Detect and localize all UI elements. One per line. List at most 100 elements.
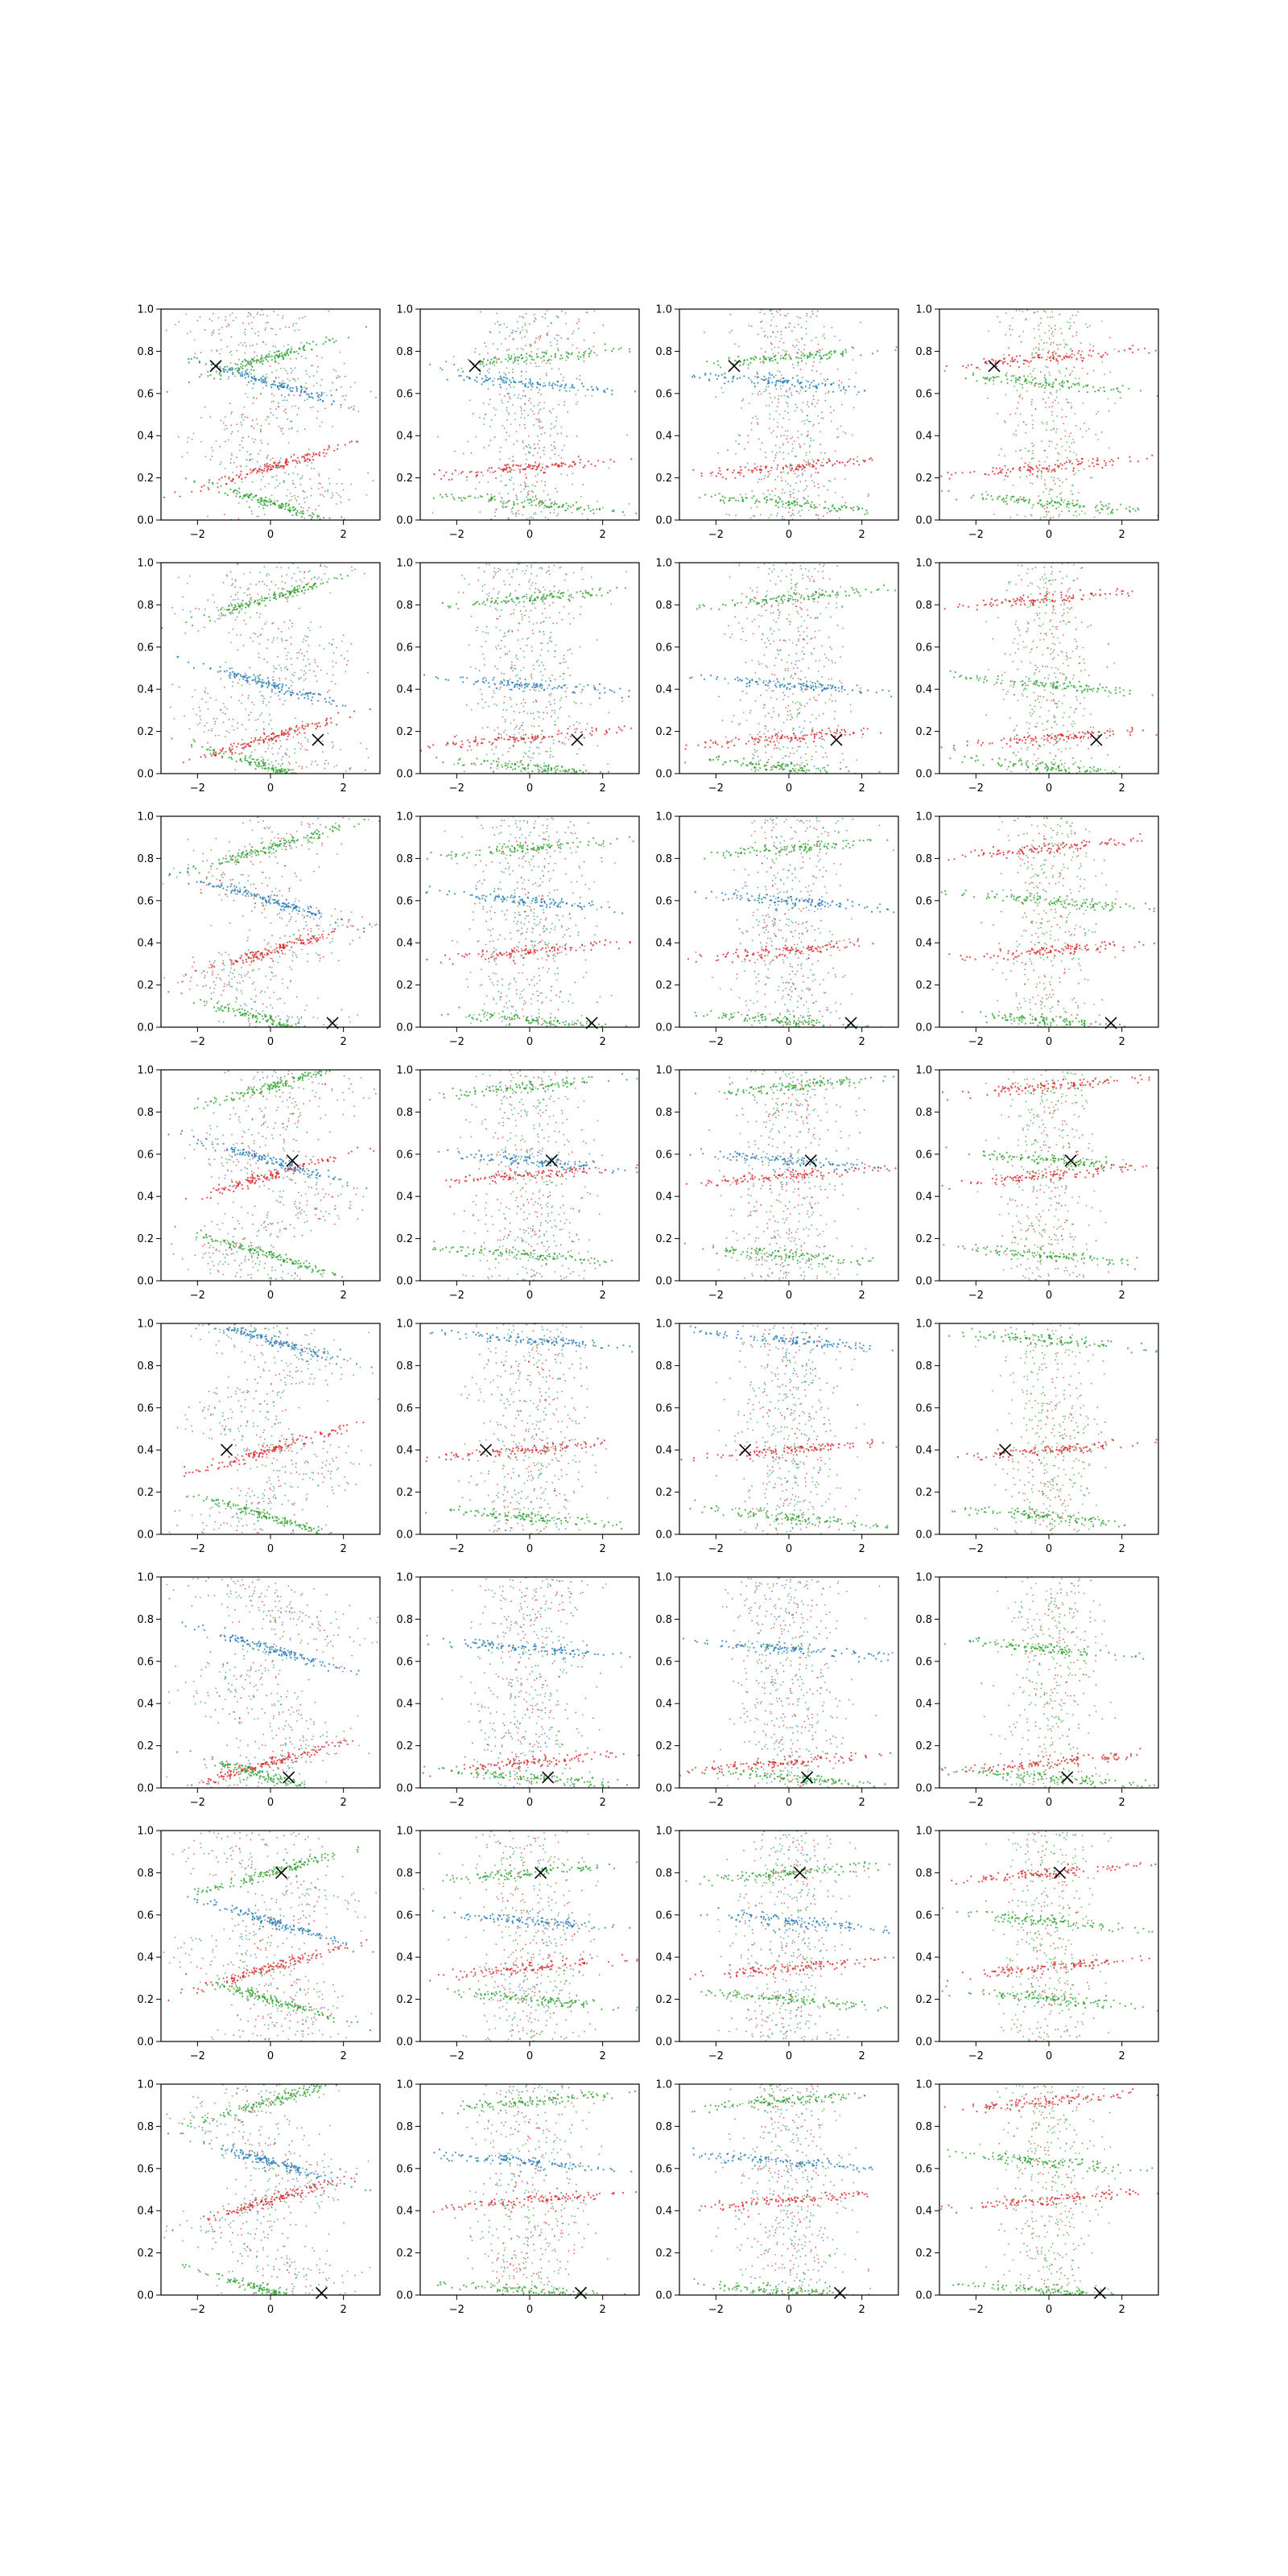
data-point bbox=[543, 407, 545, 409]
data-point bbox=[317, 411, 319, 412]
data-point bbox=[509, 357, 511, 361]
data-point bbox=[292, 736, 295, 738]
data-point bbox=[1069, 318, 1071, 320]
data-point bbox=[757, 465, 759, 468]
data-point bbox=[774, 504, 778, 507]
data-point bbox=[1055, 391, 1058, 393]
data-point bbox=[1032, 423, 1034, 426]
data-point bbox=[295, 486, 296, 489]
data-point bbox=[225, 424, 227, 427]
data-point bbox=[277, 462, 279, 464]
data-point bbox=[279, 506, 281, 510]
data-point bbox=[237, 430, 239, 432]
data-point bbox=[894, 349, 897, 351]
data-point bbox=[262, 375, 264, 378]
data-point bbox=[253, 441, 255, 444]
data-point bbox=[521, 502, 523, 504]
data-point bbox=[270, 468, 273, 471]
data-point bbox=[261, 679, 264, 681]
data-point bbox=[283, 731, 285, 734]
y-tick-label: 1.0 bbox=[655, 304, 672, 316]
data-point bbox=[282, 356, 285, 358]
data-point bbox=[264, 623, 266, 625]
data-point bbox=[236, 673, 238, 675]
data-point bbox=[1068, 387, 1071, 390]
data-point bbox=[225, 482, 227, 485]
data-point bbox=[1031, 507, 1034, 509]
data-point bbox=[751, 393, 753, 395]
data-point bbox=[572, 330, 575, 332]
data-point bbox=[242, 644, 245, 646]
data-point bbox=[319, 776, 320, 778]
data-point bbox=[1082, 386, 1084, 388]
data-point bbox=[335, 503, 337, 505]
data-point bbox=[795, 345, 798, 347]
data-point bbox=[237, 344, 240, 346]
data-point bbox=[301, 475, 303, 477]
data-point bbox=[1056, 444, 1058, 446]
data-point bbox=[765, 388, 767, 390]
data-point bbox=[274, 686, 276, 689]
data-point bbox=[231, 753, 233, 756]
data-point bbox=[192, 708, 195, 710]
data-point bbox=[539, 378, 542, 380]
data-point bbox=[302, 316, 303, 319]
data-point bbox=[264, 465, 266, 468]
data-point bbox=[752, 357, 754, 360]
data-point bbox=[254, 680, 257, 683]
data-point bbox=[711, 471, 714, 473]
data-point bbox=[766, 465, 768, 468]
data-point bbox=[760, 348, 762, 349]
data-point bbox=[1059, 355, 1062, 357]
data-point bbox=[191, 745, 193, 748]
data-point bbox=[233, 482, 236, 485]
data-point bbox=[330, 703, 332, 705]
data-point bbox=[1109, 371, 1112, 374]
data-point bbox=[1060, 497, 1063, 499]
data-point bbox=[549, 498, 551, 501]
data-point bbox=[621, 511, 625, 514]
data-point bbox=[286, 351, 288, 353]
data-point bbox=[276, 637, 279, 639]
data-point bbox=[510, 423, 512, 425]
data-point bbox=[826, 378, 828, 381]
data-point bbox=[586, 312, 588, 314]
data-point bbox=[1011, 357, 1013, 361]
data-point bbox=[288, 756, 291, 758]
axes-frame bbox=[160, 308, 381, 521]
data-point bbox=[564, 386, 566, 390]
data-point bbox=[525, 345, 526, 347]
data-point bbox=[500, 501, 502, 503]
data-point bbox=[267, 735, 270, 737]
data-point bbox=[864, 390, 866, 392]
data-point bbox=[303, 517, 306, 519]
data-point bbox=[288, 733, 291, 736]
data-point bbox=[235, 474, 237, 477]
data-point bbox=[258, 677, 260, 679]
data-point bbox=[1092, 349, 1094, 352]
data-point bbox=[244, 758, 246, 760]
data-point bbox=[263, 583, 266, 585]
data-point bbox=[221, 327, 223, 328]
data-point bbox=[785, 326, 786, 328]
data-point bbox=[770, 342, 772, 345]
data-point bbox=[316, 382, 318, 384]
data-point bbox=[850, 507, 852, 510]
data-point bbox=[1052, 335, 1055, 337]
data-point bbox=[533, 465, 535, 468]
data-point bbox=[523, 417, 526, 419]
data-point bbox=[546, 374, 548, 377]
data-point bbox=[751, 381, 753, 383]
data-point bbox=[528, 354, 531, 357]
data-point bbox=[530, 501, 533, 503]
data-point bbox=[234, 752, 237, 754]
data-point bbox=[219, 463, 221, 465]
data-point bbox=[264, 485, 266, 488]
data-point bbox=[1080, 353, 1082, 356]
x-tick-label: 2 bbox=[341, 529, 347, 541]
data-point bbox=[280, 367, 282, 369]
data-point bbox=[228, 324, 229, 325]
data-point bbox=[260, 377, 262, 379]
data-point bbox=[839, 508, 841, 510]
data-point bbox=[770, 466, 773, 469]
